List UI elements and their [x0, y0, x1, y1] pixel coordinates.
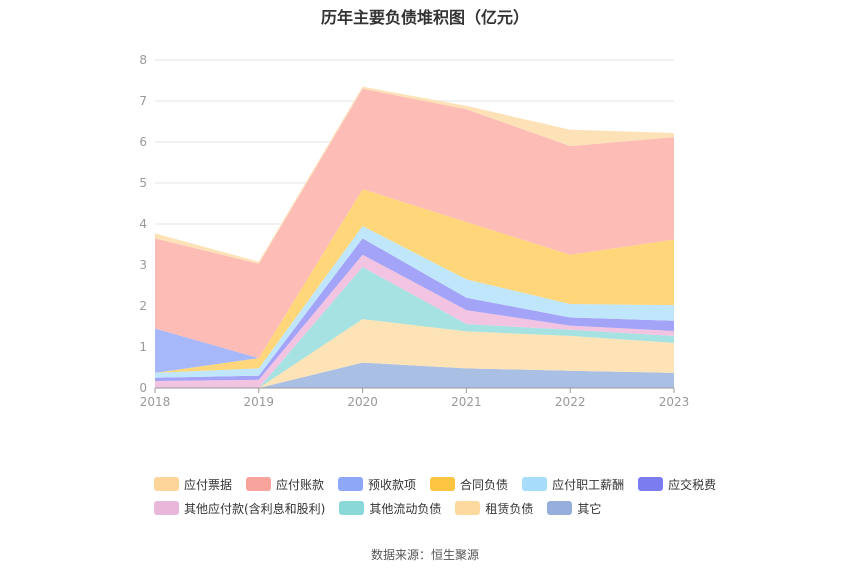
legend-row: 应付票据 应付账款 预收款项 合同负债 应付职工薪酬 应交税费 — [154, 472, 754, 496]
area-series — [155, 86, 674, 388]
legend-label: 应付账款 — [276, 477, 325, 492]
legend-label: 应交税费 — [668, 477, 717, 492]
chart-title: 历年主要负债堆积图（亿元） — [320, 8, 529, 27]
legend-label: 合同负债 — [460, 477, 509, 492]
legend-label: 预收款项 — [368, 477, 417, 492]
legend-swatch — [455, 501, 481, 515]
legend-item[interactable]: 应付职工薪酬 — [522, 476, 624, 493]
x-tick-label: 2021 — [451, 395, 482, 409]
legend-swatch — [547, 501, 573, 515]
legend-swatch — [638, 477, 664, 491]
legend-label: 其他应付款(含利息和股利) — [184, 501, 326, 516]
y-tick-label: 4 — [139, 217, 147, 231]
y-axis-tick-labels: 0 1 2 3 4 5 6 7 8 — [139, 53, 147, 395]
y-tick-label: 0 — [139, 381, 147, 395]
y-tick-label: 6 — [139, 135, 147, 149]
legend-item[interactable]: 其它 — [547, 500, 601, 517]
y-tick-label: 8 — [139, 53, 147, 67]
stacked-area-chart: 0 1 2 3 4 5 6 7 8 2018 2019 2020 2021 2022 2023 — [139, 53, 690, 409]
area-应付职工薪酬 — [155, 226, 674, 378]
y-tick-label: 5 — [139, 176, 147, 190]
x-tick-label: 2018 — [140, 395, 171, 409]
y-tick-label: 1 — [139, 340, 147, 354]
legend-swatch — [430, 477, 456, 491]
area-应交税费 — [155, 238, 674, 382]
legend-label: 应付职工薪酬 — [552, 477, 625, 492]
legend-label: 租赁负债 — [485, 501, 534, 516]
area-预收款项 — [155, 189, 674, 373]
legend-row: 其他应付款(含利息和股利) 其他流动负债 租赁负债 其它 — [154, 496, 754, 520]
x-tick-label: 2022 — [555, 395, 586, 409]
legend-item[interactable]: 其他应付款(含利息和股利) — [154, 500, 325, 517]
legend-label: 应付票据 — [184, 477, 233, 492]
legend-item[interactable]: 预收款项 — [338, 476, 416, 493]
legend-item[interactable]: 应付票据 — [154, 476, 232, 493]
area-其他应付款(含利息和股利) — [155, 254, 674, 388]
x-tick-label: 2019 — [244, 395, 275, 409]
legend-swatch — [339, 501, 365, 515]
area-租赁负债 — [155, 319, 674, 388]
y-tick-label: 7 — [139, 94, 147, 108]
x-tick-label: 2020 — [347, 395, 378, 409]
legend: 应付票据 应付账款 预收款项 合同负债 应付职工薪酬 应交税费 其他应付款(含利息和股利)… — [154, 472, 754, 520]
legend-item[interactable]: 合同负债 — [430, 476, 508, 493]
x-axis: 2018 2019 2020 2021 2022 2023 — [140, 387, 690, 409]
legend-swatch — [338, 477, 364, 491]
legend-label: 其他流动负债 — [369, 501, 442, 516]
data-source: 数据来源：恒生聚源 — [370, 548, 479, 562]
legend-swatch — [154, 501, 179, 515]
legend-swatch — [154, 477, 179, 491]
legend-item[interactable]: 租赁负债 — [455, 500, 533, 517]
y-tick-label: 3 — [139, 258, 147, 272]
area-其它 — [155, 362, 674, 388]
area-其他流动负债 — [155, 267, 674, 388]
x-tick-label: 2023 — [659, 395, 690, 409]
area-应付账款 — [155, 88, 674, 359]
legend-item[interactable]: 应付账款 — [246, 476, 324, 493]
legend-swatch — [522, 477, 548, 491]
area-应付票据 — [155, 86, 674, 264]
legend-item[interactable]: 应交税费 — [638, 476, 716, 493]
legend-item[interactable]: 其他流动负债 — [339, 500, 441, 517]
y-tick-label: 2 — [139, 299, 147, 313]
legend-swatch — [246, 477, 272, 491]
area-合同负债 — [155, 189, 674, 373]
legend-label: 其它 — [577, 501, 602, 516]
